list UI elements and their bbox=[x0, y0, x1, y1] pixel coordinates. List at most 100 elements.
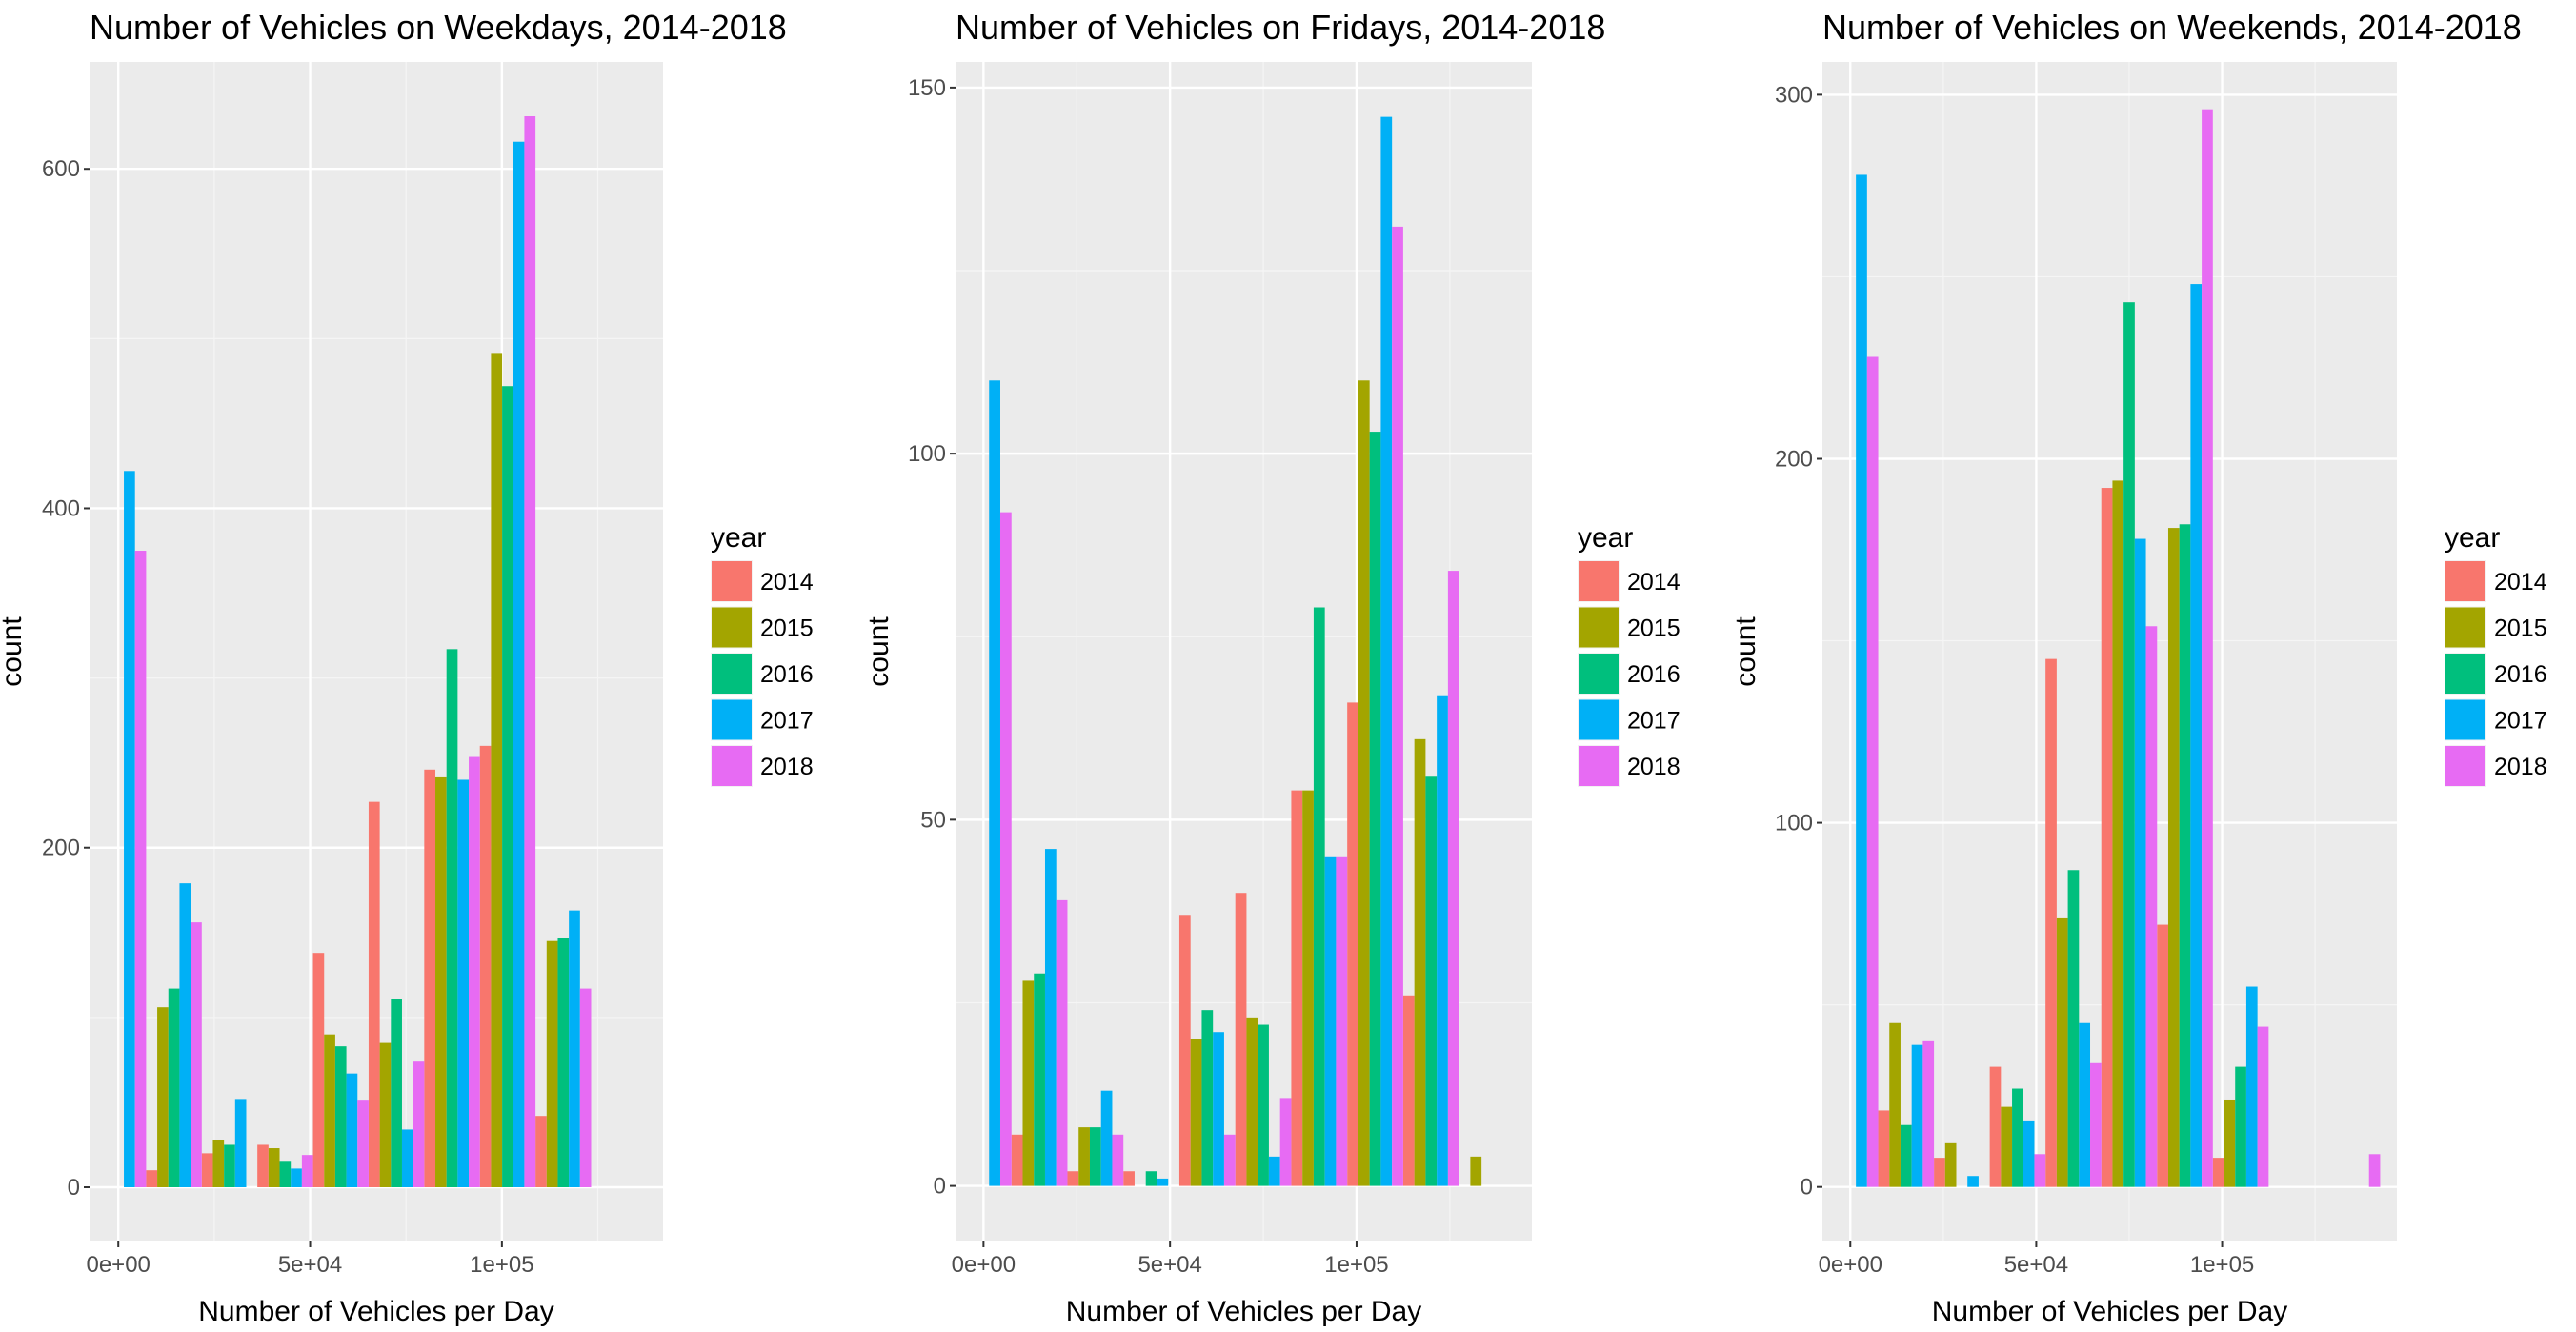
bar-2014 bbox=[146, 1170, 158, 1187]
legend-swatch bbox=[2445, 654, 2485, 694]
bar-2018 bbox=[999, 512, 1012, 1186]
x-axis-label: Number of Vehicles per Day bbox=[198, 1296, 554, 1327]
bar-2015 bbox=[491, 353, 503, 1187]
bar-2015 bbox=[2167, 528, 2180, 1187]
legend: year 2014 2015 2016 2017 2018 bbox=[711, 522, 814, 787]
legend-label: 2015 bbox=[760, 616, 814, 642]
bar-2018 bbox=[579, 988, 592, 1187]
legend-swatch bbox=[1579, 699, 1619, 740]
legend-label: 2017 bbox=[760, 708, 814, 735]
bar-2016 bbox=[1425, 776, 1438, 1186]
bar-2016 bbox=[1201, 1010, 1214, 1186]
bar-2014 bbox=[2212, 1158, 2224, 1187]
x-tick-label: 0e+00 bbox=[952, 1252, 1016, 1278]
bar-2018 bbox=[2202, 109, 2213, 1187]
bar-2017 bbox=[401, 1129, 413, 1187]
bar-2014 bbox=[2157, 924, 2168, 1187]
bar-2017 bbox=[124, 471, 135, 1187]
bar-2017 bbox=[2134, 538, 2146, 1187]
bar-2018 bbox=[1336, 856, 1348, 1186]
bar-2017 bbox=[346, 1073, 358, 1187]
bar-2015 bbox=[1414, 738, 1426, 1186]
bar-2015 bbox=[1944, 1142, 1957, 1187]
bar-2014 bbox=[1878, 1110, 1890, 1187]
bar-2018 bbox=[301, 1155, 313, 1187]
bar-2018 bbox=[2034, 1154, 2046, 1187]
y-axis-label: count bbox=[0, 616, 28, 687]
y-tick-label: 100 bbox=[1775, 811, 1813, 837]
chart-panel-2: 0e+00 5e+04 1e+05 0 50 100 150 Number of Vehicl… bbox=[863, 8, 1680, 1327]
bar-2015 bbox=[435, 776, 447, 1187]
bar-2017 bbox=[989, 380, 1000, 1186]
bar-2017 bbox=[2245, 986, 2258, 1187]
bar-2014 bbox=[2045, 658, 2057, 1187]
bar-2016 bbox=[224, 1144, 235, 1187]
legend-swatch bbox=[1579, 561, 1619, 601]
legend-label: 2017 bbox=[1627, 708, 1680, 735]
bar-2017 bbox=[1967, 1176, 1979, 1187]
bar-2014 bbox=[257, 1144, 269, 1187]
legend-swatch bbox=[1579, 746, 1619, 786]
bar-2017 bbox=[1856, 174, 1867, 1187]
legend-label: 2015 bbox=[1627, 616, 1680, 642]
bar-2015 bbox=[2001, 1106, 2013, 1187]
bar-2014 bbox=[312, 953, 325, 1187]
bar-2017 bbox=[2023, 1120, 2035, 1187]
bar-2017 bbox=[2190, 284, 2203, 1187]
bar-2018 bbox=[191, 922, 202, 1187]
bar-2016 bbox=[391, 999, 402, 1187]
bar-2016 bbox=[279, 1161, 292, 1187]
bar-2015 bbox=[324, 1034, 335, 1187]
y-tick-label: 0 bbox=[1801, 1175, 1813, 1201]
bar-2017 bbox=[179, 883, 191, 1187]
bar-2017 bbox=[1100, 1090, 1113, 1186]
chart-panel-1: 0e+00 5e+04 1e+05 0 200 400 600 Number of Vehic… bbox=[0, 8, 814, 1327]
bar-2015 bbox=[212, 1140, 225, 1187]
y-tick-label: 50 bbox=[920, 807, 946, 833]
bar-2018 bbox=[469, 756, 480, 1187]
bar-2015 bbox=[1078, 1127, 1090, 1186]
chart-title: Number of Vehicles on Fridays, 2014-2018 bbox=[956, 8, 1605, 47]
bar-2014 bbox=[1067, 1171, 1079, 1186]
bar-2017 bbox=[234, 1099, 247, 1187]
chart-title: Number of Vehicles on Weekends, 2014-201… bbox=[1822, 8, 2522, 47]
bar-2018 bbox=[2257, 1026, 2269, 1187]
legend-swatch bbox=[712, 654, 752, 694]
y-tick-label: 600 bbox=[42, 156, 80, 182]
bar-2014 bbox=[1011, 1134, 1023, 1186]
bar-2014 bbox=[2101, 488, 2113, 1187]
bar-2016 bbox=[334, 1046, 347, 1187]
x-tick-label: 1e+05 bbox=[470, 1252, 533, 1278]
y-tick-label: 100 bbox=[908, 441, 946, 467]
y-tick-label: 200 bbox=[1775, 446, 1813, 472]
bar-2014 bbox=[1235, 893, 1247, 1186]
bar-2017 bbox=[457, 779, 470, 1187]
legend-swatch bbox=[712, 746, 752, 786]
bar-2018 bbox=[2145, 626, 2158, 1187]
bar-2016 bbox=[168, 988, 180, 1187]
x-tick-label: 5e+04 bbox=[278, 1252, 342, 1278]
legend-label: 2015 bbox=[2494, 616, 2547, 642]
legend-label: 2017 bbox=[2494, 708, 2547, 735]
bar-2016 bbox=[1145, 1171, 1157, 1186]
bar-2015 bbox=[1302, 790, 1314, 1186]
bar-2016 bbox=[1089, 1127, 1101, 1186]
x-tick-label: 0e+00 bbox=[86, 1252, 150, 1278]
y-tick-label: 0 bbox=[68, 1175, 80, 1201]
bar-2017 bbox=[1380, 116, 1393, 1186]
legend-title: year bbox=[2445, 522, 2500, 554]
bar-2017 bbox=[513, 141, 525, 1187]
y-tick-label: 150 bbox=[908, 75, 946, 101]
bar-2014 bbox=[535, 1116, 547, 1187]
bar-2018 bbox=[1279, 1098, 1292, 1186]
bar-2017 bbox=[1268, 1156, 1280, 1186]
bar-2016 bbox=[1034, 973, 1045, 1186]
legend-swatch bbox=[2445, 699, 2485, 740]
bar-2015 bbox=[1190, 1039, 1202, 1186]
x-tick-label: 0e+00 bbox=[1819, 1252, 1882, 1278]
x-axis-label: Number of Vehicles per Day bbox=[1066, 1296, 1422, 1327]
legend-swatch bbox=[712, 607, 752, 648]
bar-2015 bbox=[1358, 380, 1370, 1186]
